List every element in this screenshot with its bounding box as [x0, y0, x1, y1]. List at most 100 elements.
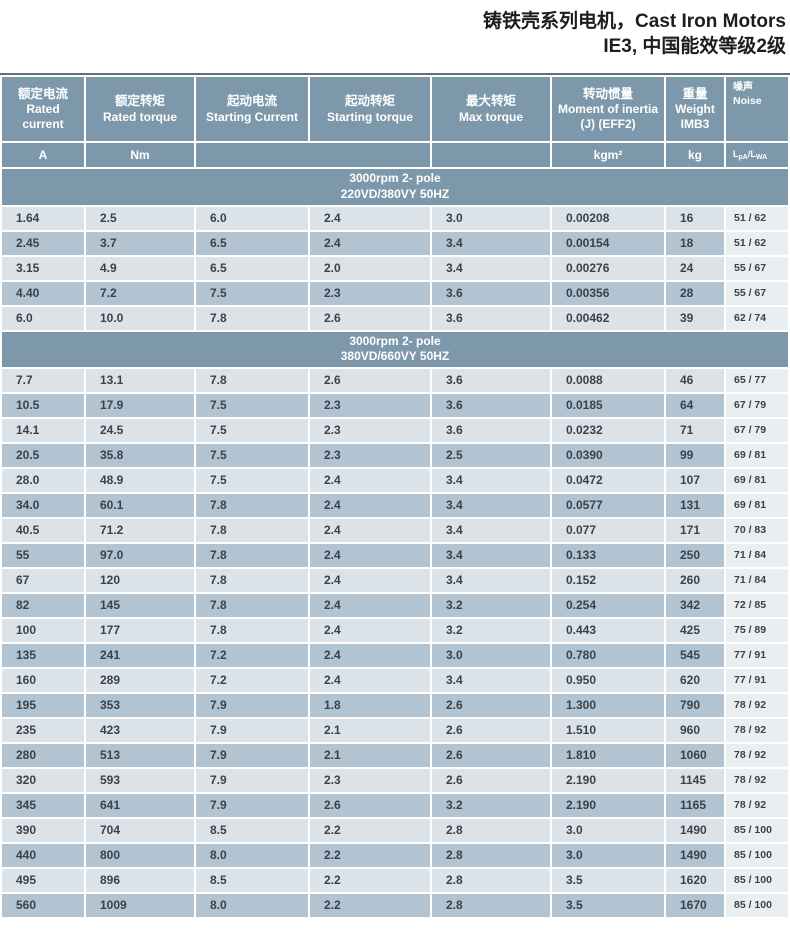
- table-cell: 1.810: [552, 743, 664, 767]
- column-header-en: Starting torque: [327, 109, 413, 124]
- table-cell: 7.8: [196, 593, 308, 617]
- table-cell: 3.4: [432, 518, 550, 542]
- title-line-1: 铸铁壳系列电机，Cast Iron Motors: [483, 11, 786, 32]
- table-cell: 3.4: [432, 493, 550, 517]
- table-cell: 1.300: [552, 693, 664, 717]
- table-cell: 55: [2, 543, 84, 567]
- table-cell: 320: [2, 768, 84, 792]
- table-cell: 289: [86, 668, 194, 692]
- table-cell: 195: [2, 693, 84, 717]
- table-cell: 3.6: [432, 393, 550, 417]
- table-cell: 3.5: [552, 868, 664, 892]
- title-line-2: IE3, 中国能效等级2级: [603, 35, 786, 57]
- page-title: 铸铁壳系列电机，Cast Iron Motors IE3, 中国能效等级2级: [0, 0, 790, 73]
- table-cell: 3.0: [432, 206, 550, 230]
- table-cell: 7.8: [196, 306, 308, 330]
- table-cell: 51 / 62: [726, 231, 788, 255]
- table-cell: 24: [666, 256, 724, 280]
- table-cell: 8.5: [196, 868, 308, 892]
- column-header-zh: 最大转矩: [465, 94, 516, 109]
- column-header-rated-current: 额定电流 Rated current: [2, 77, 84, 142]
- table-cell: 3.0: [552, 818, 664, 842]
- table-cell: 2.4: [310, 643, 430, 667]
- table-cell: 0.443: [552, 618, 664, 642]
- table-cell: 28: [666, 281, 724, 305]
- unit-cell-ampere: A: [2, 143, 84, 168]
- table-cell: 18: [666, 231, 724, 255]
- table-cell: 345: [2, 793, 84, 817]
- section-1-rows: 1.64 2.5 6.0 2.4 3.0 0.00208 16 51 / 62 2.45 3.7 6…: [2, 206, 788, 330]
- section-header-line-2: 220VD/380VY 50HZ: [340, 186, 450, 201]
- column-header-zh: 起动转矩: [344, 94, 395, 109]
- table-cell: 7.9: [196, 718, 308, 742]
- table-cell: 2.5: [432, 443, 550, 467]
- table-cell: 8.0: [196, 843, 308, 867]
- table-row: 3.15 4.9 6.5 2.0 3.4 0.00276 24 55 / 67: [2, 256, 788, 280]
- table-cell: 0.00208: [552, 206, 664, 230]
- table-row: 82 145 7.8 2.4 3.2 0.254 342 72 / 85: [2, 593, 788, 617]
- table-cell: 2.2: [310, 818, 430, 842]
- table-cell: 3.2: [432, 618, 550, 642]
- table-cell: 425: [666, 618, 724, 642]
- table-cell: 2.4: [310, 231, 430, 255]
- table-cell: 85 / 100: [726, 843, 788, 867]
- column-header-zh: 噪声: [733, 82, 753, 94]
- table-cell: 75 / 89: [726, 618, 788, 642]
- table-cell: 560: [2, 893, 84, 917]
- section-header-line-1: 3000rpm 2- pole: [349, 333, 441, 348]
- table-cell: 82: [2, 593, 84, 617]
- table-cell: 260: [666, 568, 724, 592]
- table-cell: 0.00154: [552, 231, 664, 255]
- table-row: 40.5 71.2 7.8 2.4 3.4 0.077 171 70 / 83: [2, 518, 788, 542]
- table-cell: 39: [666, 306, 724, 330]
- section-header-line-1: 3000rpm 2- pole: [349, 171, 441, 186]
- table-cell: 7.9: [196, 743, 308, 767]
- table-cell: 545: [666, 643, 724, 667]
- table-cell: 0.00462: [552, 306, 664, 330]
- table-row: 280 513 7.9 2.1 2.6 1.810 1060 78 / 92: [2, 743, 788, 767]
- table-cell: 1490: [666, 843, 724, 867]
- table-cell: 4.40: [2, 281, 84, 305]
- table-cell: 2.4: [310, 668, 430, 692]
- table-cell: 593: [86, 768, 194, 792]
- table-cell: 0.152: [552, 568, 664, 592]
- table-row: 2.45 3.7 6.5 2.4 3.4 0.00154 18 51 / 62: [2, 231, 788, 255]
- table-cell: 78 / 92: [726, 718, 788, 742]
- table-cell: 2.2: [310, 843, 430, 867]
- column-header-zh: 额定电流: [17, 86, 68, 101]
- table-row: 6.0 10.0 7.8 2.6 3.6 0.00462 39 62 / 74: [2, 306, 788, 330]
- table-cell: 7.5: [196, 468, 308, 492]
- column-header-zh: 重量: [682, 86, 708, 101]
- table-cell: 78 / 92: [726, 768, 788, 792]
- table-cell: 2.2: [310, 868, 430, 892]
- table-cell: 2.3: [310, 768, 430, 792]
- column-header-zh: 起动电流: [226, 94, 277, 109]
- table-cell: 3.7: [86, 231, 194, 255]
- table-cell: 6.5: [196, 231, 308, 255]
- table-cell: 2.5: [86, 206, 194, 230]
- section-header-row: 3000rpm 2- pole 380VD/660VY 50HZ: [2, 331, 788, 367]
- unit-row: A Nm kgm² kg LpA/LWA: [2, 143, 788, 168]
- unit-cell-kgm2: kgm²: [552, 143, 664, 168]
- table-cell: 3.2: [432, 593, 550, 617]
- table-cell: 235: [2, 718, 84, 742]
- table-cell: 0.0185: [552, 393, 664, 417]
- table-cell: 13.1: [86, 368, 194, 392]
- column-header-moment-of-inertia: 转动惯量 Moment of inertia (J) (EFF2): [552, 77, 664, 142]
- table-cell: 0.00356: [552, 281, 664, 305]
- table-cell: 8.0: [196, 893, 308, 917]
- table-cell: 3.0: [432, 643, 550, 667]
- table-cell: 135: [2, 643, 84, 667]
- table-cell: 145: [86, 593, 194, 617]
- table-cell: 120: [86, 568, 194, 592]
- table-row: 67 120 7.8 2.4 3.4 0.152 260 71 / 84: [2, 568, 788, 592]
- table-cell: 342: [666, 593, 724, 617]
- table-cell: 24.5: [86, 418, 194, 442]
- table-cell: 7.9: [196, 693, 308, 717]
- table-cell: 495: [2, 868, 84, 892]
- table-row: 7.7 13.1 7.8 2.6 3.6 0.0088 46 65 / 77: [2, 368, 788, 392]
- table-cell: 77 / 91: [726, 643, 788, 667]
- table-cell: 85 / 100: [726, 893, 788, 917]
- table-cell: 85 / 100: [726, 868, 788, 892]
